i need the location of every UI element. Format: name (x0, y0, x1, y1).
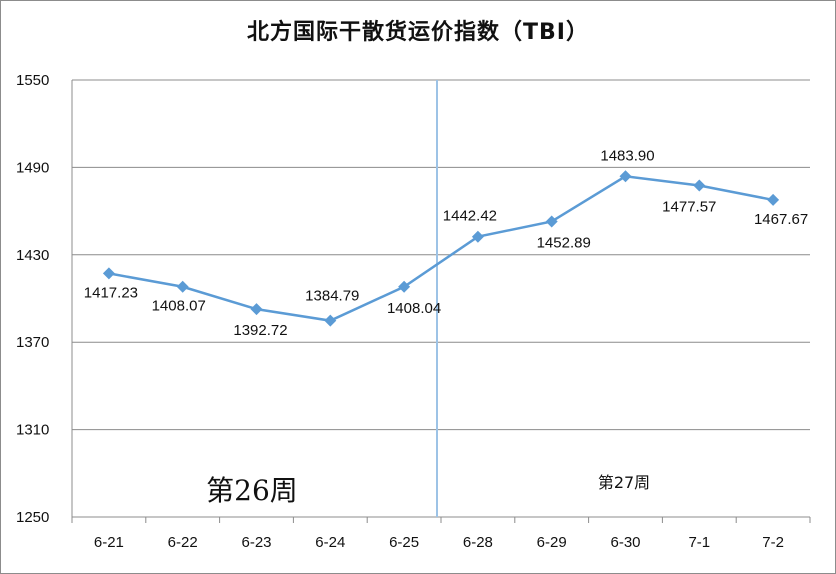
series-layer (102, 170, 780, 327)
data-label: 1417.23 (84, 284, 138, 301)
y-tick-label: 1430 (16, 247, 49, 264)
data-point-marker (250, 303, 263, 316)
week-27-annotation: 第27周 (598, 473, 650, 492)
data-label: 1467.67 (754, 211, 808, 228)
data-point-marker (176, 280, 189, 293)
data-label: 1392.72 (233, 322, 287, 339)
x-tick-label: 7-2 (762, 534, 784, 551)
data-label: 1408.04 (387, 300, 441, 317)
series-line (108, 174, 774, 322)
y-tick-label: 1250 (16, 509, 49, 526)
data-label: 1442.42 (443, 208, 497, 225)
data-point-marker (767, 193, 780, 206)
axis-layer: 1250 1310 1370 1430 1490 1550 6-21 6-22 6-23 6-24… (16, 72, 811, 551)
data-label-layer: 1417.23 1408.07 1392.72 1384.79 1408.04 1442.… (84, 147, 808, 339)
data-label: 1477.57 (662, 199, 716, 216)
data-label: 1452.89 (537, 234, 591, 251)
data-label: 1408.07 (152, 298, 206, 315)
x-tick-label: 6-23 (241, 534, 271, 551)
x-tick-label: 6-30 (610, 534, 640, 551)
x-tick-label: 6-25 (389, 534, 419, 551)
data-point-marker (324, 314, 337, 327)
data-point-marker (545, 215, 558, 228)
data-point-marker (693, 179, 706, 192)
x-tick-label: 6-24 (315, 534, 345, 551)
data-label: 1384.79 (305, 288, 359, 305)
x-tick-label: 6-28 (463, 534, 493, 551)
y-tick-label: 1370 (16, 334, 49, 351)
y-tick-label: 1550 (16, 72, 49, 89)
x-tick-label: 6-22 (168, 534, 198, 551)
y-tick-label: 1490 (16, 159, 49, 176)
y-tick-label: 1310 (16, 422, 49, 439)
week-26-annotation: 第26周 (206, 474, 298, 507)
chart-title: 北方国际干散货运价指数（TBI） (247, 20, 589, 45)
grid-layer (72, 79, 810, 518)
data-point-marker (619, 170, 632, 183)
data-point-marker (398, 280, 411, 293)
x-tick-label: 7-1 (688, 534, 710, 551)
data-point-marker (471, 230, 484, 243)
data-point-marker (102, 267, 115, 280)
data-label: 1483.90 (600, 147, 654, 164)
x-tick-label: 6-21 (94, 534, 124, 551)
x-tick-label: 6-29 (537, 534, 567, 551)
